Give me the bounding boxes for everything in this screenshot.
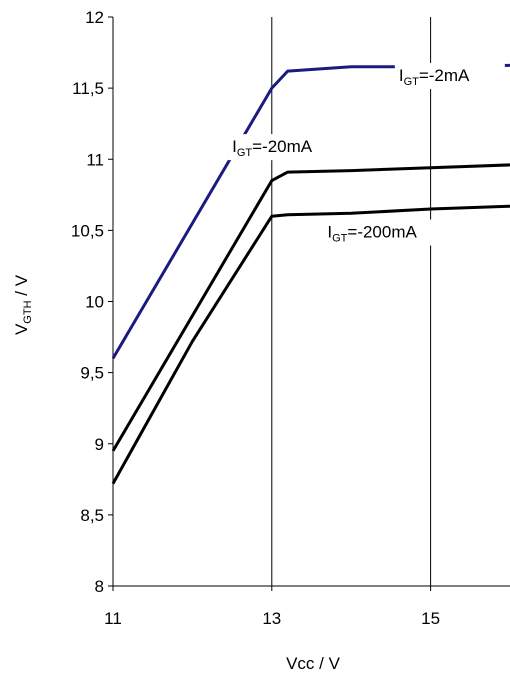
series-labels: IGT=-2mA IGT=-20mA IGT=-200mA: [228, 63, 505, 246]
series-line-2: [111, 163, 510, 452]
y-tick-label: 12: [85, 8, 104, 27]
y-tick-label: 10,5: [71, 221, 104, 240]
series-label-1: IGT=-2mA: [399, 66, 470, 88]
y-axis-title-main: V: [12, 323, 31, 335]
series-line-3: [111, 204, 510, 485]
y-axis-title-sub: GTH: [22, 300, 34, 323]
x-tick-label: 11: [104, 609, 122, 628]
x-tick-label: 13: [262, 609, 281, 628]
y-tick-label: 8,5: [80, 506, 104, 525]
series-label-bg: [323, 219, 454, 246]
series-label-2: IGT=-20mA: [232, 137, 313, 159]
y-tick-label: 10: [85, 293, 104, 312]
series-label-bg: [394, 63, 505, 90]
y-tick-label: 11: [86, 150, 104, 169]
series-line-1: [111, 63, 510, 360]
y-ticks: 8 8,5 9 9,5 10 10,5 11 11,5 12: [71, 8, 113, 596]
y-tick-label: 11,5: [72, 79, 104, 98]
y-axis-title: VGTH / V: [12, 274, 34, 335]
series-lines: [111, 63, 510, 485]
y-axis-title-tail: / V: [12, 274, 31, 300]
x-tick-label: 15: [421, 609, 440, 628]
y-tick-label: 9: [95, 435, 104, 454]
y-tick-label: 9,5: [80, 364, 104, 383]
series-label-bg: [228, 134, 349, 161]
grid-lines: [271, 17, 432, 586]
series-label-3: IGT=-200mA: [327, 222, 417, 244]
y-tick-label: 8: [95, 577, 104, 596]
x-ticks: 11 13 15: [104, 586, 440, 628]
x-axis-title: Vcc / V: [286, 654, 341, 673]
